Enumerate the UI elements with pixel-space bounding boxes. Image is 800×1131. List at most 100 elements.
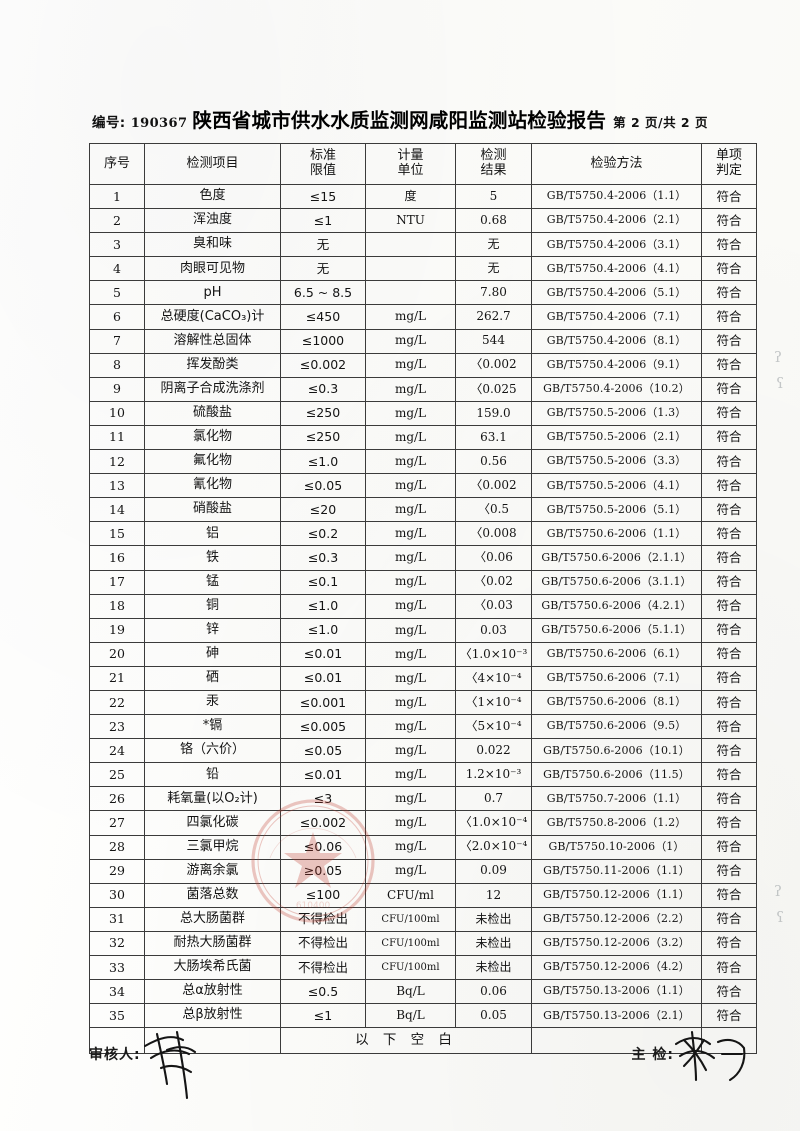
cell-unit: mg/L xyxy=(365,521,456,547)
cell-method: GB/T5750.5-2006（3.3） xyxy=(531,449,702,475)
cell-method: GB/T5750.6-2006（4.2.1） xyxy=(531,593,702,619)
blank-cell-seq xyxy=(89,1027,145,1055)
cell-result: 〈0.002 xyxy=(455,352,532,378)
cell-unit: mg/L xyxy=(365,617,456,643)
cell-item: 色度 xyxy=(144,183,281,210)
cell-judge: 符合 xyxy=(701,424,757,451)
table-header-row: 序号 检测项目 标准 限值 计量 单位 检测 结果 xyxy=(89,143,757,185)
table-row: 30 菌落总数 ≤100 CFU/ml 12 GB/T5750.12-2006（1.1）符… xyxy=(89,882,757,908)
cell-limit: ≤0.01 xyxy=(280,665,366,691)
cell-item: 四氯化碳 xyxy=(144,810,281,836)
cell-result: 〈0.002 xyxy=(455,473,532,499)
cell-unit: 度 xyxy=(365,183,456,210)
cell-seq: 33 xyxy=(89,954,145,981)
cell-result: 0.03 xyxy=(455,617,532,643)
cell-unit: mg/L xyxy=(365,665,456,691)
cell-item: 总硬度(CaCO₃)计 xyxy=(144,304,281,330)
cell-method: GB/T5750.4-2006（7.1） xyxy=(531,304,702,330)
cell-item: *镉 xyxy=(144,714,281,740)
cell-seq: 17 xyxy=(89,569,145,595)
table-row: 35 总β放射性 ≤1 Bq/L 0.05 GB/T5750.13-2006（2.1） 符合 xyxy=(89,1003,757,1029)
col-header-judge-l1: 单项 xyxy=(715,148,742,164)
cell-seq: 16 xyxy=(89,545,145,571)
cell-seq: 11 xyxy=(89,424,145,451)
cell-limit: 不得检出 xyxy=(280,954,366,981)
cell-item: 铝 xyxy=(144,521,281,547)
cell-method: GB/T5750.13-2006（2.1） xyxy=(531,1003,702,1029)
cell-seq: 34 xyxy=(89,979,145,1005)
cell-result: 262.7 xyxy=(455,304,532,330)
cell-result: 〈5×10⁻⁴ xyxy=(455,714,532,740)
cell-unit: mg/L xyxy=(365,762,456,788)
cell-result: 无 xyxy=(455,256,532,282)
cell-limit: ≤0.01 xyxy=(280,762,366,788)
cell-unit: mg/L xyxy=(365,400,456,426)
cell-item: 菌落总数 xyxy=(144,882,281,908)
cell-result: 0.56 xyxy=(455,449,532,475)
table-row: 23 *镉 ≤0.005 mg/L 〈5×10⁻⁴ GB/T5750.6-2006（9.5… xyxy=(89,714,757,740)
chief-inspector-label: 主 检: xyxy=(631,1047,674,1063)
cell-limit: ≤0.05 xyxy=(280,473,366,499)
cell-seq: 13 xyxy=(89,473,145,499)
cell-seq: 31 xyxy=(89,906,145,932)
cell-item: 大肠埃希氏菌 xyxy=(144,954,281,981)
cell-judge: 符合 xyxy=(701,810,757,836)
cell-judge: 符合 xyxy=(701,232,757,258)
col-header-result-l2: 结果 xyxy=(480,163,507,178)
cell-limit: ≥0.05 xyxy=(280,858,366,884)
table-head: 序号 检测项目 标准 限值 计量 单位 检测 结果 xyxy=(89,143,757,185)
cell-item: 氯化物 xyxy=(144,424,281,451)
cell-method: GB/T5750.4-2006（5.1） xyxy=(531,280,702,306)
cell-method: GB/T5750.4-2006（3.1） xyxy=(531,232,702,258)
cell-item: 耐热大肠菌群 xyxy=(144,930,281,957)
table-row: 15 铝 ≤0.2 mg/L 〈0.008 GB/T5750.6-2006（1.1） 符合 xyxy=(89,521,757,547)
cell-judge: 符合 xyxy=(701,545,757,571)
cell-seq: 3 xyxy=(89,232,145,258)
cell-unit: mg/L xyxy=(365,641,456,667)
cell-limit: ≤0.3 xyxy=(280,545,366,571)
cell-judge: 符合 xyxy=(701,400,757,426)
signature-row: 审核人: 主 检: xyxy=(89,1030,756,1100)
table-row: 34 总α放射性 ≤0.5 Bq/L 0.06 GB/T5750.13-2006（1.1）… xyxy=(89,979,757,1005)
cell-item: 总β放射性 xyxy=(144,1003,281,1029)
table-row: 9 阴离子合成洗涤剂 ≤0.3 mg/L 〈0.025 GB/T5750.4-2006（1… xyxy=(89,376,757,402)
cell-method: GB/T5750.4-2006（9.1） xyxy=(531,352,702,378)
cell-method: GB/T5750.4-2006（2.1） xyxy=(531,208,702,234)
cell-judge: 符合 xyxy=(701,376,757,402)
cell-unit: NTU xyxy=(365,208,456,234)
cell-result: 〈0.008 xyxy=(455,521,532,547)
table-row: 20 砷 ≤0.01 mg/L 〈1.0×10⁻³ GB/T5750.6-2006（6.1… xyxy=(89,641,757,667)
cell-judge: 符合 xyxy=(701,280,757,306)
table-row: 4 肉眼可见物无无 GB/T5750.4-2006（4.1） 符合 xyxy=(89,256,757,282)
cell-judge: 符合 xyxy=(701,858,757,884)
cell-seq: 12 xyxy=(89,449,145,475)
cell-judge: 符合 xyxy=(701,183,757,210)
cell-judge: 符合 xyxy=(701,521,757,547)
cell-method: GB/T5750.6-2006（10.1） xyxy=(531,738,702,764)
cell-limit: ≤450 xyxy=(280,304,366,330)
cell-item: 氟化物 xyxy=(144,449,281,475)
cell-limit: ≤20 xyxy=(280,497,366,523)
table-row: 27 四氯化碳 ≤0.002 mg/L 〈1.0×10⁻⁴ GB/T5750.8-2006… xyxy=(89,810,757,836)
cell-item: 氰化物 xyxy=(144,473,281,499)
report-number-value: 190367 xyxy=(130,116,188,131)
col-header-method-l1: 检验方法 xyxy=(590,155,643,171)
col-header-method: 检验方法 xyxy=(531,143,702,185)
cell-unit: mg/L xyxy=(365,545,456,571)
cell-result: 〈1.0×10⁻⁴ xyxy=(455,810,532,836)
col-header-result-l1: 检测 xyxy=(480,148,507,164)
cell-seq: 9 xyxy=(89,376,145,402)
cell-judge: 符合 xyxy=(701,1003,757,1029)
cell-result: 159.0 xyxy=(455,400,532,426)
cell-judge: 符合 xyxy=(701,593,757,619)
cell-seq: 8 xyxy=(89,352,145,378)
cell-limit: 无 xyxy=(280,256,366,282)
cell-unit xyxy=(365,232,456,258)
cell-method: GB/T5750.4-2006（1.1） xyxy=(531,183,702,210)
cell-item: 硫酸盐 xyxy=(144,400,281,426)
table-row: 16 铁 ≤0.3 mg/L 〈0.06 GB/T5750.6-2006（2.1.1） 符合 xyxy=(89,545,757,571)
cell-seq: 30 xyxy=(89,882,145,908)
cell-item: 肉眼可见物 xyxy=(144,256,281,282)
col-header-unit-l1: 计量 xyxy=(397,148,424,164)
cell-judge: 符合 xyxy=(701,786,757,812)
